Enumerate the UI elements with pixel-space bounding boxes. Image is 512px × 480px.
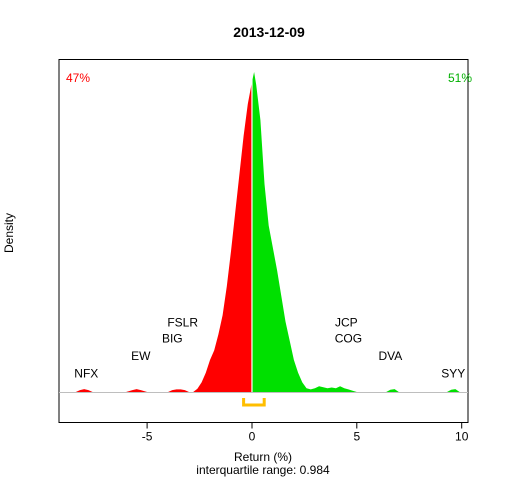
y-axis-label: Density [2, 213, 16, 253]
ticker-label: COG [335, 331, 362, 345]
density-areas [75, 72, 460, 392]
x-axis-label: Return (%) [234, 450, 292, 464]
negative-share-label: 47% [66, 71, 90, 85]
ticker-label: BIG [162, 331, 183, 345]
ticker-label: SYY [441, 367, 465, 381]
iqr-bracket [242, 398, 266, 407]
ticker-label: NFX [74, 367, 98, 381]
ticker-annotations: NFX EW FSLR BIG JCP COG DVA SYY [74, 315, 465, 380]
ticker-label: JCP [335, 315, 358, 329]
ticker-label: EW [131, 349, 151, 363]
iqr-subtitle: interquartile range: 0.984 [196, 463, 330, 477]
chart-title: 2013-12-09 [233, 24, 305, 40]
positive-share-label: 51% [448, 71, 472, 85]
x-tick-label: 5 [353, 430, 360, 444]
x-axis: -5 0 5 10 [142, 422, 469, 444]
positive-density-area [252, 72, 460, 392]
ticker-label: FSLR [167, 315, 198, 329]
x-tick-label: -5 [142, 430, 153, 444]
ticker-label: DVA [379, 349, 403, 363]
x-tick-label: 10 [455, 430, 469, 444]
plot-frame [58, 59, 469, 423]
x-tick-label: 0 [249, 430, 256, 444]
negative-density-area [75, 81, 252, 392]
